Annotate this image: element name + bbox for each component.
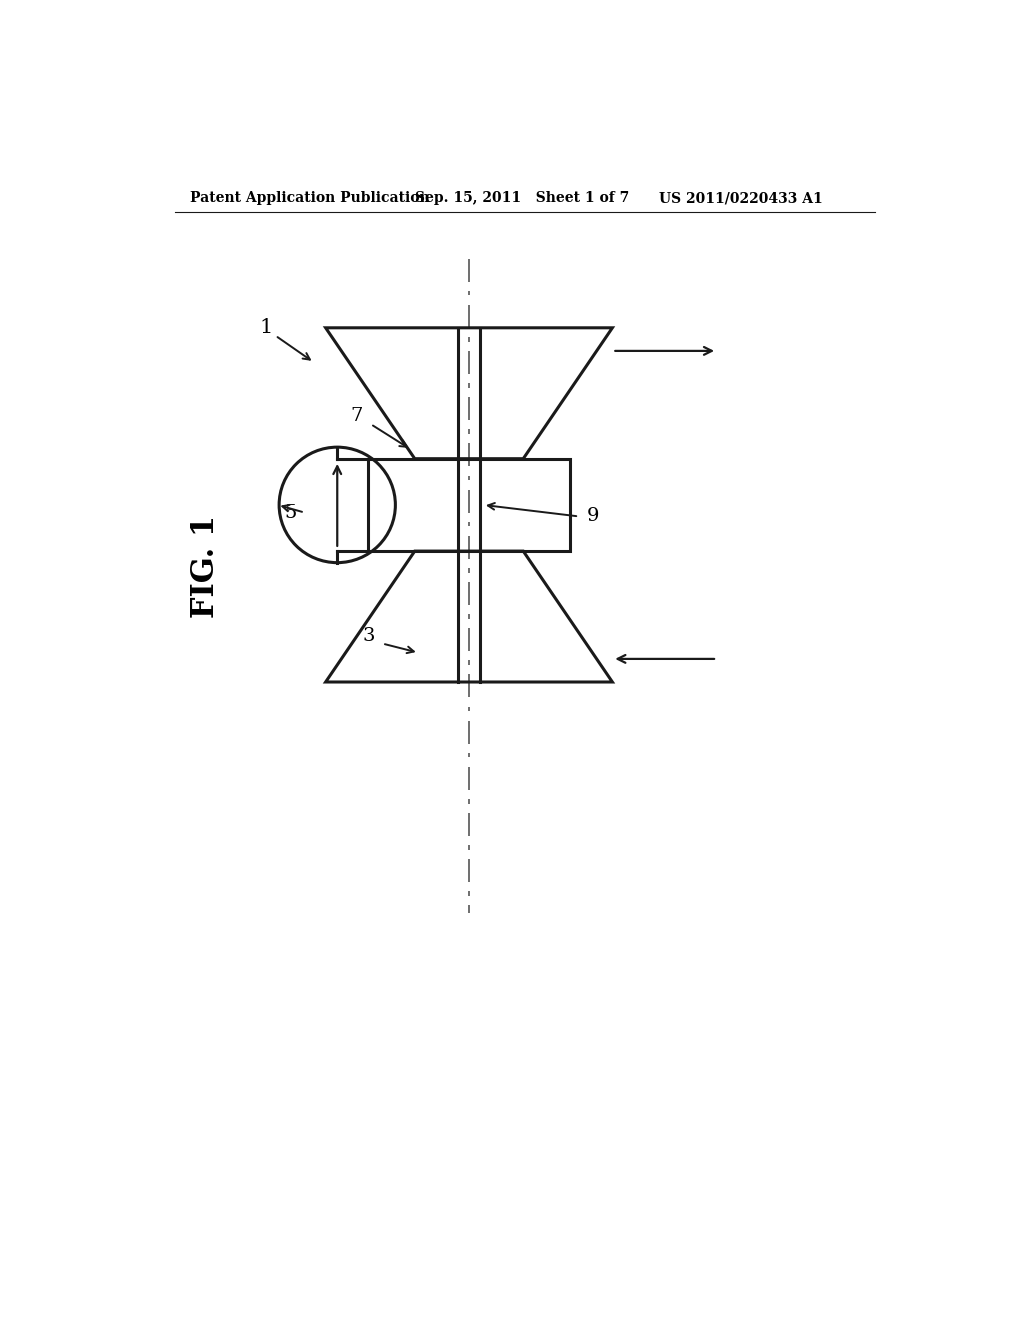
Text: 3: 3 xyxy=(362,627,375,644)
Text: 5: 5 xyxy=(285,504,297,521)
Text: 9: 9 xyxy=(587,507,599,525)
Text: US 2011/0220433 A1: US 2011/0220433 A1 xyxy=(658,191,822,206)
Text: 1: 1 xyxy=(259,318,272,338)
Text: FIG. 1: FIG. 1 xyxy=(190,515,221,618)
Text: Patent Application Publication: Patent Application Publication xyxy=(190,191,430,206)
Text: Sep. 15, 2011   Sheet 1 of 7: Sep. 15, 2011 Sheet 1 of 7 xyxy=(415,191,629,206)
Text: 7: 7 xyxy=(350,408,362,425)
